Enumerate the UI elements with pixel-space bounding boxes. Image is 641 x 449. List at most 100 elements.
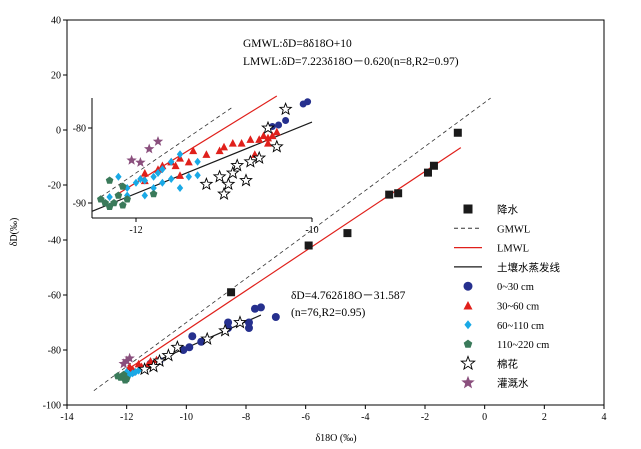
soil-30-60-point bbox=[463, 301, 473, 310]
cotton-point bbox=[221, 177, 236, 191]
soil-110-220-point bbox=[119, 182, 127, 190]
soil-30-60-point bbox=[171, 161, 180, 170]
x-tick-label: 2 bbox=[542, 412, 547, 423]
soil-30-60-point bbox=[246, 135, 255, 143]
x-tick-label: -10 bbox=[180, 412, 193, 423]
soil-0-30-point bbox=[463, 281, 473, 291]
plot-frame bbox=[66, 19, 605, 406]
irrigation-point bbox=[461, 375, 475, 389]
soil-60-110-point bbox=[132, 368, 139, 376]
precip-point bbox=[227, 288, 236, 297]
y-tick-label: -80 bbox=[48, 346, 61, 357]
inset-y-tick-label: -90 bbox=[73, 199, 86, 210]
soil-equation-stats: (n=76,R2=0.95) bbox=[291, 307, 365, 319]
x-tick-label: -12 bbox=[120, 412, 133, 423]
irrigation-point bbox=[135, 157, 146, 167]
soil-60-110-point bbox=[159, 178, 166, 187]
gmwl-line bbox=[93, 97, 491, 392]
soil-60-110-point bbox=[137, 175, 144, 183]
soil-110-220-point bbox=[119, 201, 127, 209]
x-tick-label: -6 bbox=[301, 412, 309, 423]
soil-60-110-point bbox=[106, 193, 113, 201]
inset-plot: -12 -10 -80 -90 bbox=[73, 95, 319, 236]
precip-point bbox=[463, 204, 473, 214]
cotton-point bbox=[200, 331, 215, 345]
x-tick-label: -4 bbox=[361, 412, 369, 423]
precip-point bbox=[343, 229, 352, 238]
soil-30-60-point bbox=[268, 131, 277, 140]
y-axis-label: δD(‰) bbox=[9, 218, 20, 247]
soil-30-60-point bbox=[264, 133, 272, 142]
soil-equation: δD=4.762δ18O－31.587 bbox=[291, 290, 406, 302]
legend-label: 110~220 cm bbox=[497, 340, 549, 351]
soil-60-110-point bbox=[141, 191, 148, 200]
soil-30-60-point bbox=[272, 127, 281, 136]
soil-30-60-point bbox=[255, 135, 264, 143]
cotton-point bbox=[218, 323, 233, 337]
x-tick-label: -8 bbox=[242, 412, 250, 423]
inset-gmwl-line bbox=[100, 106, 234, 198]
cotton-point bbox=[170, 340, 185, 354]
precip-point bbox=[385, 190, 394, 199]
soil-60-110-point bbox=[168, 175, 175, 183]
soil-0-30-point bbox=[256, 303, 265, 312]
lmwl-line bbox=[120, 147, 462, 375]
precip-point bbox=[429, 161, 438, 170]
soil-60-110-point bbox=[154, 169, 162, 177]
x-tick-label: -2 bbox=[421, 412, 429, 423]
cotton-point bbox=[278, 102, 293, 116]
precip-point bbox=[394, 189, 403, 198]
irrigation-point bbox=[144, 143, 155, 154]
inset-x-tick-label: -12 bbox=[129, 225, 142, 236]
irrigation-point bbox=[124, 352, 135, 363]
soil-0-30-point bbox=[250, 304, 259, 313]
soil-60-110-point bbox=[115, 172, 122, 181]
legend-label: 30~60 cm bbox=[497, 302, 539, 313]
cotton-point bbox=[261, 120, 275, 134]
cotton-point bbox=[230, 158, 245, 172]
soil-30-60-point bbox=[237, 139, 246, 147]
legend-label: 灌溉水 bbox=[497, 377, 529, 390]
main-axes: -14 -12 -10 -8 -6 -4 -2 0 2 440200-20-40-60-80-10… bbox=[43, 16, 607, 424]
soil-0-30-point bbox=[185, 343, 194, 352]
soil-30-60-point bbox=[264, 139, 272, 147]
irrigation-point bbox=[118, 358, 129, 369]
inset-x-tick-label: -10 bbox=[305, 225, 318, 236]
soil-30-60-point bbox=[184, 157, 193, 166]
soil-30-60-point bbox=[228, 139, 237, 147]
precip-point bbox=[423, 168, 432, 177]
cotton-point bbox=[460, 355, 476, 371]
inset-y-tick-label: -80 bbox=[73, 124, 86, 135]
legend-label: 0~30 cm bbox=[497, 282, 534, 293]
soil-60-110-point bbox=[150, 184, 157, 192]
soil-60-110-point bbox=[132, 178, 140, 187]
soil-0-30-point bbox=[299, 100, 307, 108]
soil-0-30-point bbox=[179, 346, 188, 354]
x-tick-label: 4 bbox=[602, 412, 607, 423]
annotations: GMWL:δD=8δ18O+10 LMWL:δD=7.223δ18O－0.620… bbox=[243, 38, 459, 319]
soil-60-110-point bbox=[150, 172, 157, 181]
legend-label: LMWL bbox=[497, 244, 529, 255]
main-plot bbox=[93, 97, 491, 392]
cotton-point bbox=[161, 348, 176, 362]
legend: 降水 GMWL LMWL 土壤水蒸发线 0~30 cm 30~60 cm 60~110 cm… bbox=[454, 203, 560, 390]
cotton-point bbox=[217, 186, 231, 200]
x-tick-label: 0 bbox=[482, 412, 487, 423]
soil-30-60-point bbox=[140, 169, 149, 177]
irrigation-point bbox=[121, 355, 132, 366]
soil-110-220-point bbox=[113, 372, 122, 380]
cotton-point bbox=[212, 169, 227, 183]
soil-30-60-point bbox=[259, 131, 268, 140]
legend-label: 60~110 cm bbox=[497, 321, 544, 332]
cotton-point bbox=[225, 165, 240, 179]
cotton-point bbox=[269, 139, 284, 153]
x-axis-label: δ18O (‰) bbox=[315, 433, 356, 444]
precip-point bbox=[304, 241, 313, 250]
legend-label: GMWL bbox=[497, 224, 530, 235]
soil-60-110-point bbox=[159, 165, 166, 174]
soil-0-30-point bbox=[244, 318, 253, 327]
soil-110-220-point bbox=[105, 176, 114, 184]
cotton-point bbox=[243, 154, 258, 168]
soil-110-220-point bbox=[110, 199, 118, 207]
